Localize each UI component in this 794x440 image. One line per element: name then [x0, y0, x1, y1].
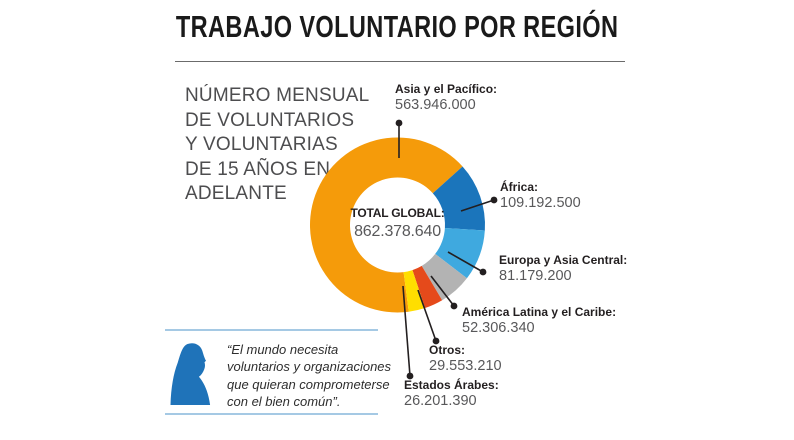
donut-segment-1 — [432, 166, 485, 231]
region-label-otros: Otros: 29.553.210 — [429, 343, 502, 375]
total-global-block: TOTAL GLOBAL: 862.378.640 — [342, 206, 453, 241]
leader-line-estados-arabes — [402, 285, 411, 377]
region-label-america-latina: América Latina y el Caribe: 52.306.340 — [462, 305, 617, 337]
subtitle-line: Y VOLUNTARIAS — [185, 134, 338, 156]
total-global-value: 862.378.640 — [354, 223, 441, 240]
region-label-africa: África: 109.192.500 — [500, 180, 581, 212]
total-global-label: TOTAL GLOBAL: — [350, 206, 445, 220]
title-underline — [175, 61, 625, 62]
leader-line-america-latina — [430, 275, 455, 307]
region-name: América Latina y el Caribe: — [462, 305, 617, 319]
region-name: Otros: — [429, 343, 465, 357]
leader-dot-africa — [490, 196, 498, 204]
subtitle-line: NÚMERO MENSUAL — [185, 85, 370, 106]
region-value: 81.179.200 — [499, 268, 572, 284]
leader-line-otros — [417, 289, 437, 342]
region-value: 29.553.210 — [429, 358, 502, 374]
chart-subtitle: NÚMERO MENSUAL DE VOLUNTARIOS Y VOLUNTAR… — [185, 84, 369, 207]
leader-dot-otros — [432, 337, 440, 345]
donut-segment-5 — [403, 270, 426, 312]
subtitle-line: DE VOLUNTARIOS — [185, 109, 355, 131]
region-label-europa-asia-central: Europa y Asia Central: 81.179.200 — [499, 253, 628, 285]
region-value: 26.201.390 — [404, 393, 477, 409]
subtitle-line: DE 15 AÑOS EN — [185, 158, 331, 180]
leader-line-africa — [460, 199, 495, 212]
region-name: África: — [500, 180, 539, 194]
leader-dot-europa-asia-central — [479, 268, 487, 276]
region-label-estados-arabes: Estados Árabes: 26.201.390 — [404, 378, 499, 410]
page-title-text: TRABAJO VOLUNTARIO POR REGIÓN — [175, 9, 619, 44]
region-value: 563.946.000 — [395, 97, 476, 113]
donut-ring — [310, 137, 485, 313]
quote-text: “El mundo necesita voluntarios y organiz… — [227, 342, 392, 409]
person-silhouette-icon — [170, 343, 211, 405]
region-name: Estados Árabes: — [404, 378, 499, 392]
leader-dot-estados-arabes — [406, 372, 414, 380]
leader-dot-america-latina — [450, 302, 458, 310]
leader-line-europa-asia-central — [447, 251, 484, 273]
donut-segment-3 — [421, 253, 467, 301]
subtitle-line: ADELANTE — [185, 183, 287, 205]
leader-dot-asia-pacifico — [395, 119, 403, 127]
region-name: Asia y el Pacífico: — [395, 82, 498, 96]
region-value: 109.192.500 — [500, 195, 581, 211]
quote-rule-top — [165, 329, 378, 331]
quote-rule-bottom — [165, 413, 378, 415]
region-value: 52.306.340 — [462, 320, 535, 336]
region-name: Europa y Asia Central: — [499, 253, 628, 267]
region-label-asia-pacifico: Asia y el Pacífico: 563.946.000 — [395, 82, 498, 114]
page-title: TRABAJO VOLUNTARIO POR REGIÓN — [0, 9, 794, 45]
donut-segment-4 — [412, 265, 443, 309]
donut-segment-0 — [310, 137, 463, 313]
